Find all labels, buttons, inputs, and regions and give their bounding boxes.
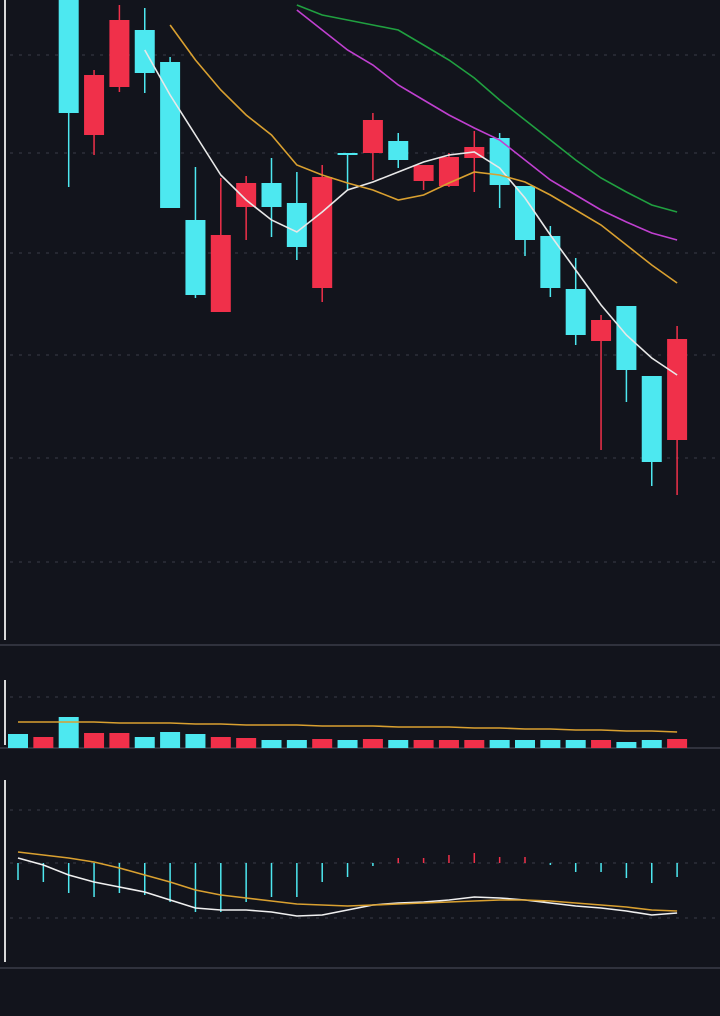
volume-bar: [413, 740, 434, 748]
candle-body: [591, 320, 612, 341]
line: [296, 9, 678, 241]
volume-bar: [438, 740, 459, 748]
candle-body: [236, 183, 257, 207]
line: [296, 4, 678, 213]
candle-body: [388, 141, 409, 160]
candle-body: [58, 0, 79, 113]
candle-body: [185, 220, 206, 295]
line: [17, 851, 678, 912]
candle-body: [540, 236, 561, 288]
volume-bar: [515, 740, 535, 748]
candle-body: [641, 376, 662, 462]
volume-bar: [185, 734, 206, 748]
volume-bar: [641, 740, 662, 748]
candle-body: [210, 235, 231, 312]
volume-bar: [160, 732, 181, 748]
line: [169, 24, 678, 284]
candle-body: [261, 183, 282, 207]
candle-body: [438, 157, 459, 186]
line: [17, 857, 678, 917]
volume-bar: [58, 717, 79, 748]
candle-body: [565, 289, 586, 335]
line: [18, 721, 678, 733]
volume-bar: [134, 737, 155, 748]
volume-bar: [8, 734, 28, 748]
candle-body: [160, 62, 181, 208]
volume-bar: [464, 740, 485, 748]
volume-bar: [312, 739, 333, 748]
volume-bar: [388, 740, 409, 748]
candle-body: [515, 186, 535, 240]
volume-bar: [667, 739, 688, 748]
candle-body: [84, 75, 105, 135]
volume-bar: [489, 740, 510, 748]
candle-body: [413, 165, 434, 181]
volume-bar: [565, 740, 586, 748]
volume-bar: [84, 733, 105, 748]
volume-bar: [33, 737, 54, 748]
volume-bar: [261, 740, 282, 748]
volume-bar: [540, 740, 561, 748]
volume-bar: [591, 740, 612, 748]
candle-body: [286, 203, 307, 247]
volume-bar: [616, 742, 637, 748]
line: [144, 49, 678, 376]
candle-body: [362, 120, 383, 153]
candle-body: [616, 306, 637, 370]
volume-bar: [236, 738, 257, 748]
candle-body: [337, 153, 358, 155]
candle-body: [312, 177, 333, 288]
volume-bar: [109, 733, 130, 748]
volume-bar: [286, 740, 307, 748]
candle-body: [667, 339, 688, 440]
candle-body: [109, 20, 130, 87]
volume-bar: [362, 739, 383, 748]
volume-bar: [337, 740, 358, 748]
volume-bar: [210, 737, 231, 748]
